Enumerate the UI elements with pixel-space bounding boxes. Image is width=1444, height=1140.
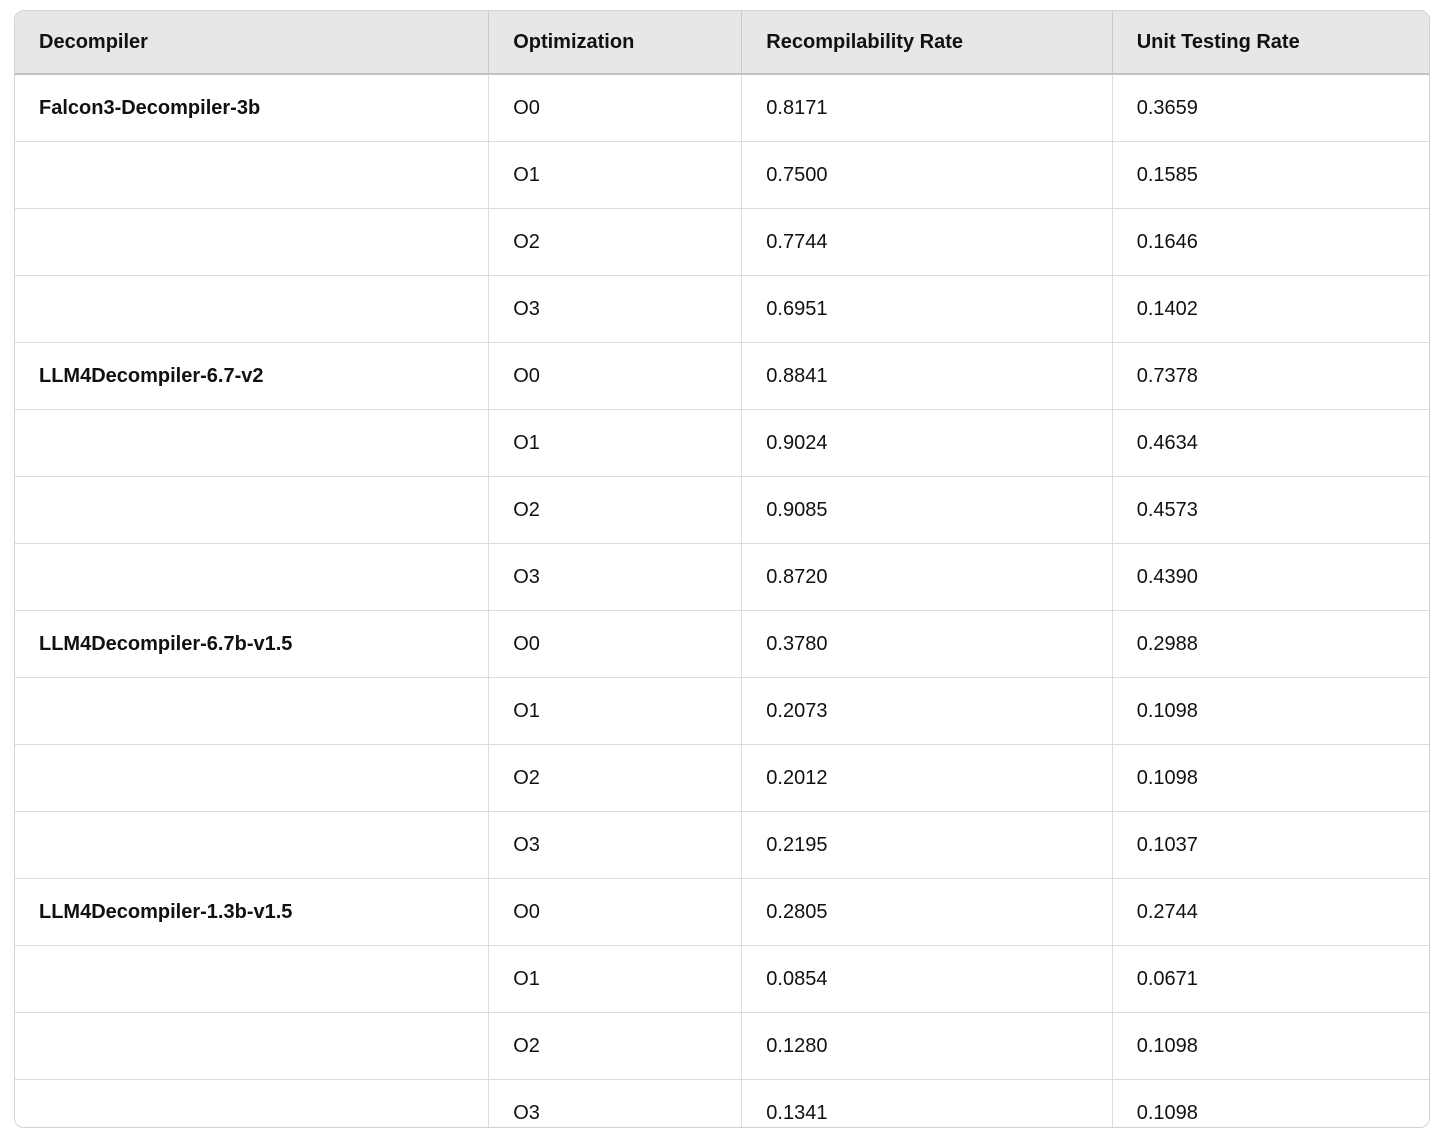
cell-recompilability-rate: 0.7744 [741,208,1113,276]
cell-optimization: O2 [488,744,743,812]
cell-decompiler [15,476,490,544]
table-row: O3 0.8720 0.4390 [15,543,1429,611]
cell-recompilability-rate: 0.8720 [741,543,1113,611]
cell-decompiler [15,945,490,1013]
table-row: O1 0.7500 0.1585 [15,141,1429,209]
cell-decompiler [15,208,490,276]
cell-recompilability-rate: 0.2073 [741,677,1113,745]
cell-unit-testing-rate: 0.1402 [1112,275,1429,343]
cell-decompiler [15,543,490,611]
cell-optimization: O3 [488,811,743,879]
cell-unit-testing-rate: 0.1098 [1112,1079,1429,1127]
cell-decompiler: LLM4Decompiler-6.7b-v1.5 [15,610,490,678]
cell-optimization: O2 [488,476,743,544]
cell-optimization: O0 [488,878,743,946]
cell-decompiler: LLM4Decompiler-6.7-v2 [15,342,490,410]
table-row: LLM4Decompiler-6.7b-v1.5 O0 0.3780 0.2988 [15,610,1429,678]
cell-decompiler [15,1012,490,1080]
cell-recompilability-rate: 0.6951 [741,275,1113,343]
table-row: O1 0.0854 0.0671 [15,945,1429,1013]
cell-unit-testing-rate: 0.1098 [1112,1012,1429,1080]
table-row: LLM4Decompiler-6.7-v2 O0 0.8841 0.7378 [15,342,1429,410]
cell-unit-testing-rate: 0.3659 [1112,74,1429,142]
cell-recompilability-rate: 0.3780 [741,610,1113,678]
cell-optimization: O0 [488,74,743,142]
table-row: O3 0.6951 0.1402 [15,275,1429,343]
cell-recompilability-rate: 0.1280 [741,1012,1113,1080]
table-row: Falcon3-Decompiler-3b O0 0.8171 0.3659 [15,74,1429,142]
cell-recompilability-rate: 0.0854 [741,945,1113,1013]
table-header: Decompiler Optimization Recompilability … [15,11,1429,75]
cell-recompilability-rate: 0.7500 [741,141,1113,209]
cell-recompilability-rate: 0.8841 [741,342,1113,410]
cell-optimization: O0 [488,610,743,678]
table-row: O2 0.7744 0.1646 [15,208,1429,276]
cell-unit-testing-rate: 0.7378 [1112,342,1429,410]
cell-unit-testing-rate: 0.4390 [1112,543,1429,611]
cell-recompilability-rate: 0.2805 [741,878,1113,946]
cell-decompiler [15,409,490,477]
cell-recompilability-rate: 0.8171 [741,74,1113,142]
table-row: O1 0.2073 0.1098 [15,677,1429,745]
table-row: O2 0.9085 0.4573 [15,476,1429,544]
column-header-recompilability-rate: Recompilability Rate [741,11,1113,75]
table-row: O1 0.9024 0.4634 [15,409,1429,477]
table-body: Falcon3-Decompiler-3b O0 0.8171 0.3659 O1 0.7… [15,74,1429,1127]
cell-optimization: O3 [488,1079,743,1127]
cell-unit-testing-rate: 0.1037 [1112,811,1429,879]
cell-decompiler [15,141,490,209]
cell-decompiler [15,811,490,879]
cell-optimization: O3 [488,275,743,343]
cell-optimization: O1 [488,677,743,745]
cell-recompilability-rate: 0.2012 [741,744,1113,812]
cell-optimization: O1 [488,945,743,1013]
cell-optimization: O1 [488,141,743,209]
results-table-card: Decompiler Optimization Recompilability … [14,10,1430,1128]
cell-recompilability-rate: 0.1341 [741,1079,1113,1127]
cell-decompiler [15,744,490,812]
cell-recompilability-rate: 0.9024 [741,409,1113,477]
table-row: O2 0.1280 0.1098 [15,1012,1429,1080]
cell-recompilability-rate: 0.2195 [741,811,1113,879]
column-header-decompiler: Decompiler [15,11,490,75]
cell-unit-testing-rate: 0.1098 [1112,744,1429,812]
cell-unit-testing-rate: 0.4573 [1112,476,1429,544]
decompiler-results-table: Decompiler Optimization Recompilability … [15,11,1429,1127]
column-header-unit-testing-rate: Unit Testing Rate [1112,11,1429,75]
cell-unit-testing-rate: 0.0671 [1112,945,1429,1013]
cell-optimization: O2 [488,208,743,276]
cell-optimization: O2 [488,1012,743,1080]
header-row: Decompiler Optimization Recompilability … [15,11,1429,75]
cell-unit-testing-rate: 0.1646 [1112,208,1429,276]
cell-unit-testing-rate: 0.2744 [1112,878,1429,946]
table-row: LLM4Decompiler-1.3b-v1.5 O0 0.2805 0.2744 [15,878,1429,946]
cell-decompiler [15,275,490,343]
cell-unit-testing-rate: 0.1098 [1112,677,1429,745]
cell-optimization: O1 [488,409,743,477]
cell-decompiler: Falcon3-Decompiler-3b [15,74,490,142]
table-row: O3 0.1341 0.1098 [15,1079,1429,1127]
column-header-optimization: Optimization [488,11,743,75]
cell-optimization: O3 [488,543,743,611]
cell-recompilability-rate: 0.9085 [741,476,1113,544]
table-row: O2 0.2012 0.1098 [15,744,1429,812]
cell-unit-testing-rate: 0.2988 [1112,610,1429,678]
cell-unit-testing-rate: 0.1585 [1112,141,1429,209]
cell-optimization: O0 [488,342,743,410]
cell-unit-testing-rate: 0.4634 [1112,409,1429,477]
table-row: O3 0.2195 0.1037 [15,811,1429,879]
cell-decompiler [15,1079,490,1127]
cell-decompiler: LLM4Decompiler-1.3b-v1.5 [15,878,490,946]
cell-decompiler [15,677,490,745]
